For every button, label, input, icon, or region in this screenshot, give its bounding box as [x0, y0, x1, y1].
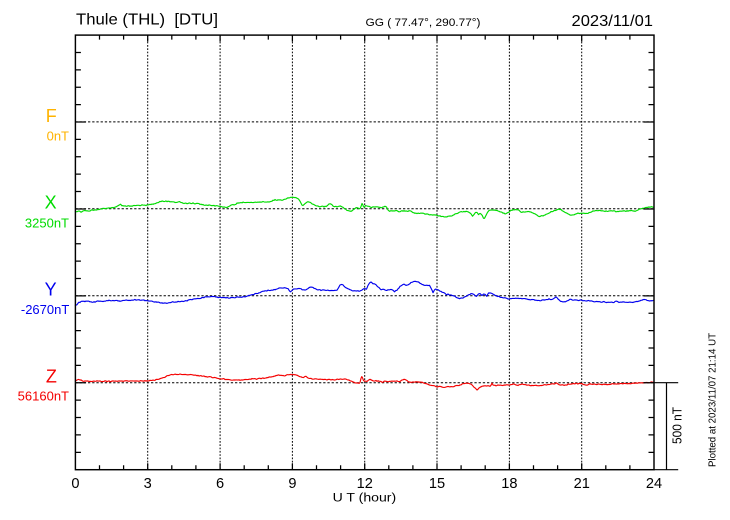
svg-text:6: 6 — [216, 476, 224, 492]
svg-text:X: X — [45, 193, 57, 213]
svg-text:U T (hour): U T (hour) — [333, 491, 397, 505]
svg-text:Thule (THL) [DTU]: Thule (THL) [DTU] — [76, 11, 218, 28]
svg-text:F: F — [46, 106, 57, 126]
svg-text:-2670nT: -2670nT — [21, 302, 69, 317]
svg-text:0: 0 — [71, 476, 79, 492]
svg-text:12: 12 — [357, 476, 373, 492]
svg-text:0nT: 0nT — [47, 128, 69, 143]
svg-text:15: 15 — [429, 476, 445, 492]
svg-text:21: 21 — [574, 476, 590, 492]
svg-text:3: 3 — [144, 476, 152, 492]
svg-text:Y: Y — [45, 280, 57, 300]
svg-text:56160nT: 56160nT — [18, 389, 69, 404]
svg-text:Plotted at 2023/11/07 21:14 UT: Plotted at 2023/11/07 21:14 UT — [708, 333, 719, 467]
svg-text:3250nT: 3250nT — [25, 216, 69, 231]
svg-text:24: 24 — [646, 476, 662, 492]
svg-text:2023/11/01: 2023/11/01 — [572, 13, 654, 30]
svg-text:Z: Z — [46, 367, 57, 387]
svg-text:GG ( 77.47°, 290.77°): GG ( 77.47°, 290.77°) — [366, 17, 481, 29]
svg-text:18: 18 — [501, 476, 517, 492]
svg-text:500 nT: 500 nT — [670, 407, 685, 444]
svg-text:9: 9 — [288, 476, 296, 492]
